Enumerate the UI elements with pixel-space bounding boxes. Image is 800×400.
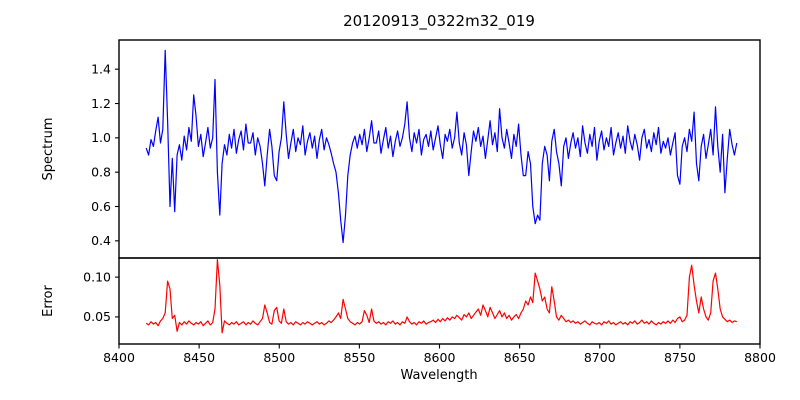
- x-tick-label: 8550: [343, 350, 375, 365]
- spectrum-y-tick-label: 0.6: [91, 199, 111, 214]
- x-tick-label: 8400: [103, 350, 135, 365]
- spectrum-panel-frame: [118, 39, 761, 259]
- error-line: [145, 259, 737, 334]
- x-tick-label: 8800: [744, 350, 776, 365]
- spectrum-y-axis-label: Spectrum: [41, 118, 56, 181]
- error-y-tick-label: 0.10: [83, 269, 111, 284]
- spectrum-y-tick-label: 1.4: [91, 61, 111, 76]
- x-tick-label: 8450: [183, 350, 215, 365]
- x-axis-label: Wavelength: [400, 368, 477, 383]
- figure-title: 20120913_0322m32_019: [343, 12, 535, 31]
- x-tick-label: 8500: [263, 350, 295, 365]
- spectrum-y-tick-label: 0.8: [91, 164, 111, 179]
- spectrum-y-tick-label: 0.4: [91, 233, 111, 248]
- x-tick-label: 8750: [664, 350, 696, 365]
- x-tick-label: 8650: [504, 350, 536, 365]
- error-y-tick-label: 0.05: [83, 309, 111, 324]
- x-tick-label: 8600: [424, 350, 456, 365]
- error-y-axis-label: Error: [41, 285, 56, 317]
- plot-area: 0.4 0.6 0.8 1.0 1.2 1.4 0.05 0.10 8400 8450 8500 85…: [83, 39, 776, 365]
- spectrum-y-tick-label: 1.2: [91, 96, 111, 111]
- x-tick-label: 8700: [584, 350, 616, 365]
- spectrum-y-tick-label: 1.0: [91, 130, 111, 145]
- spectrum-line: [145, 49, 738, 244]
